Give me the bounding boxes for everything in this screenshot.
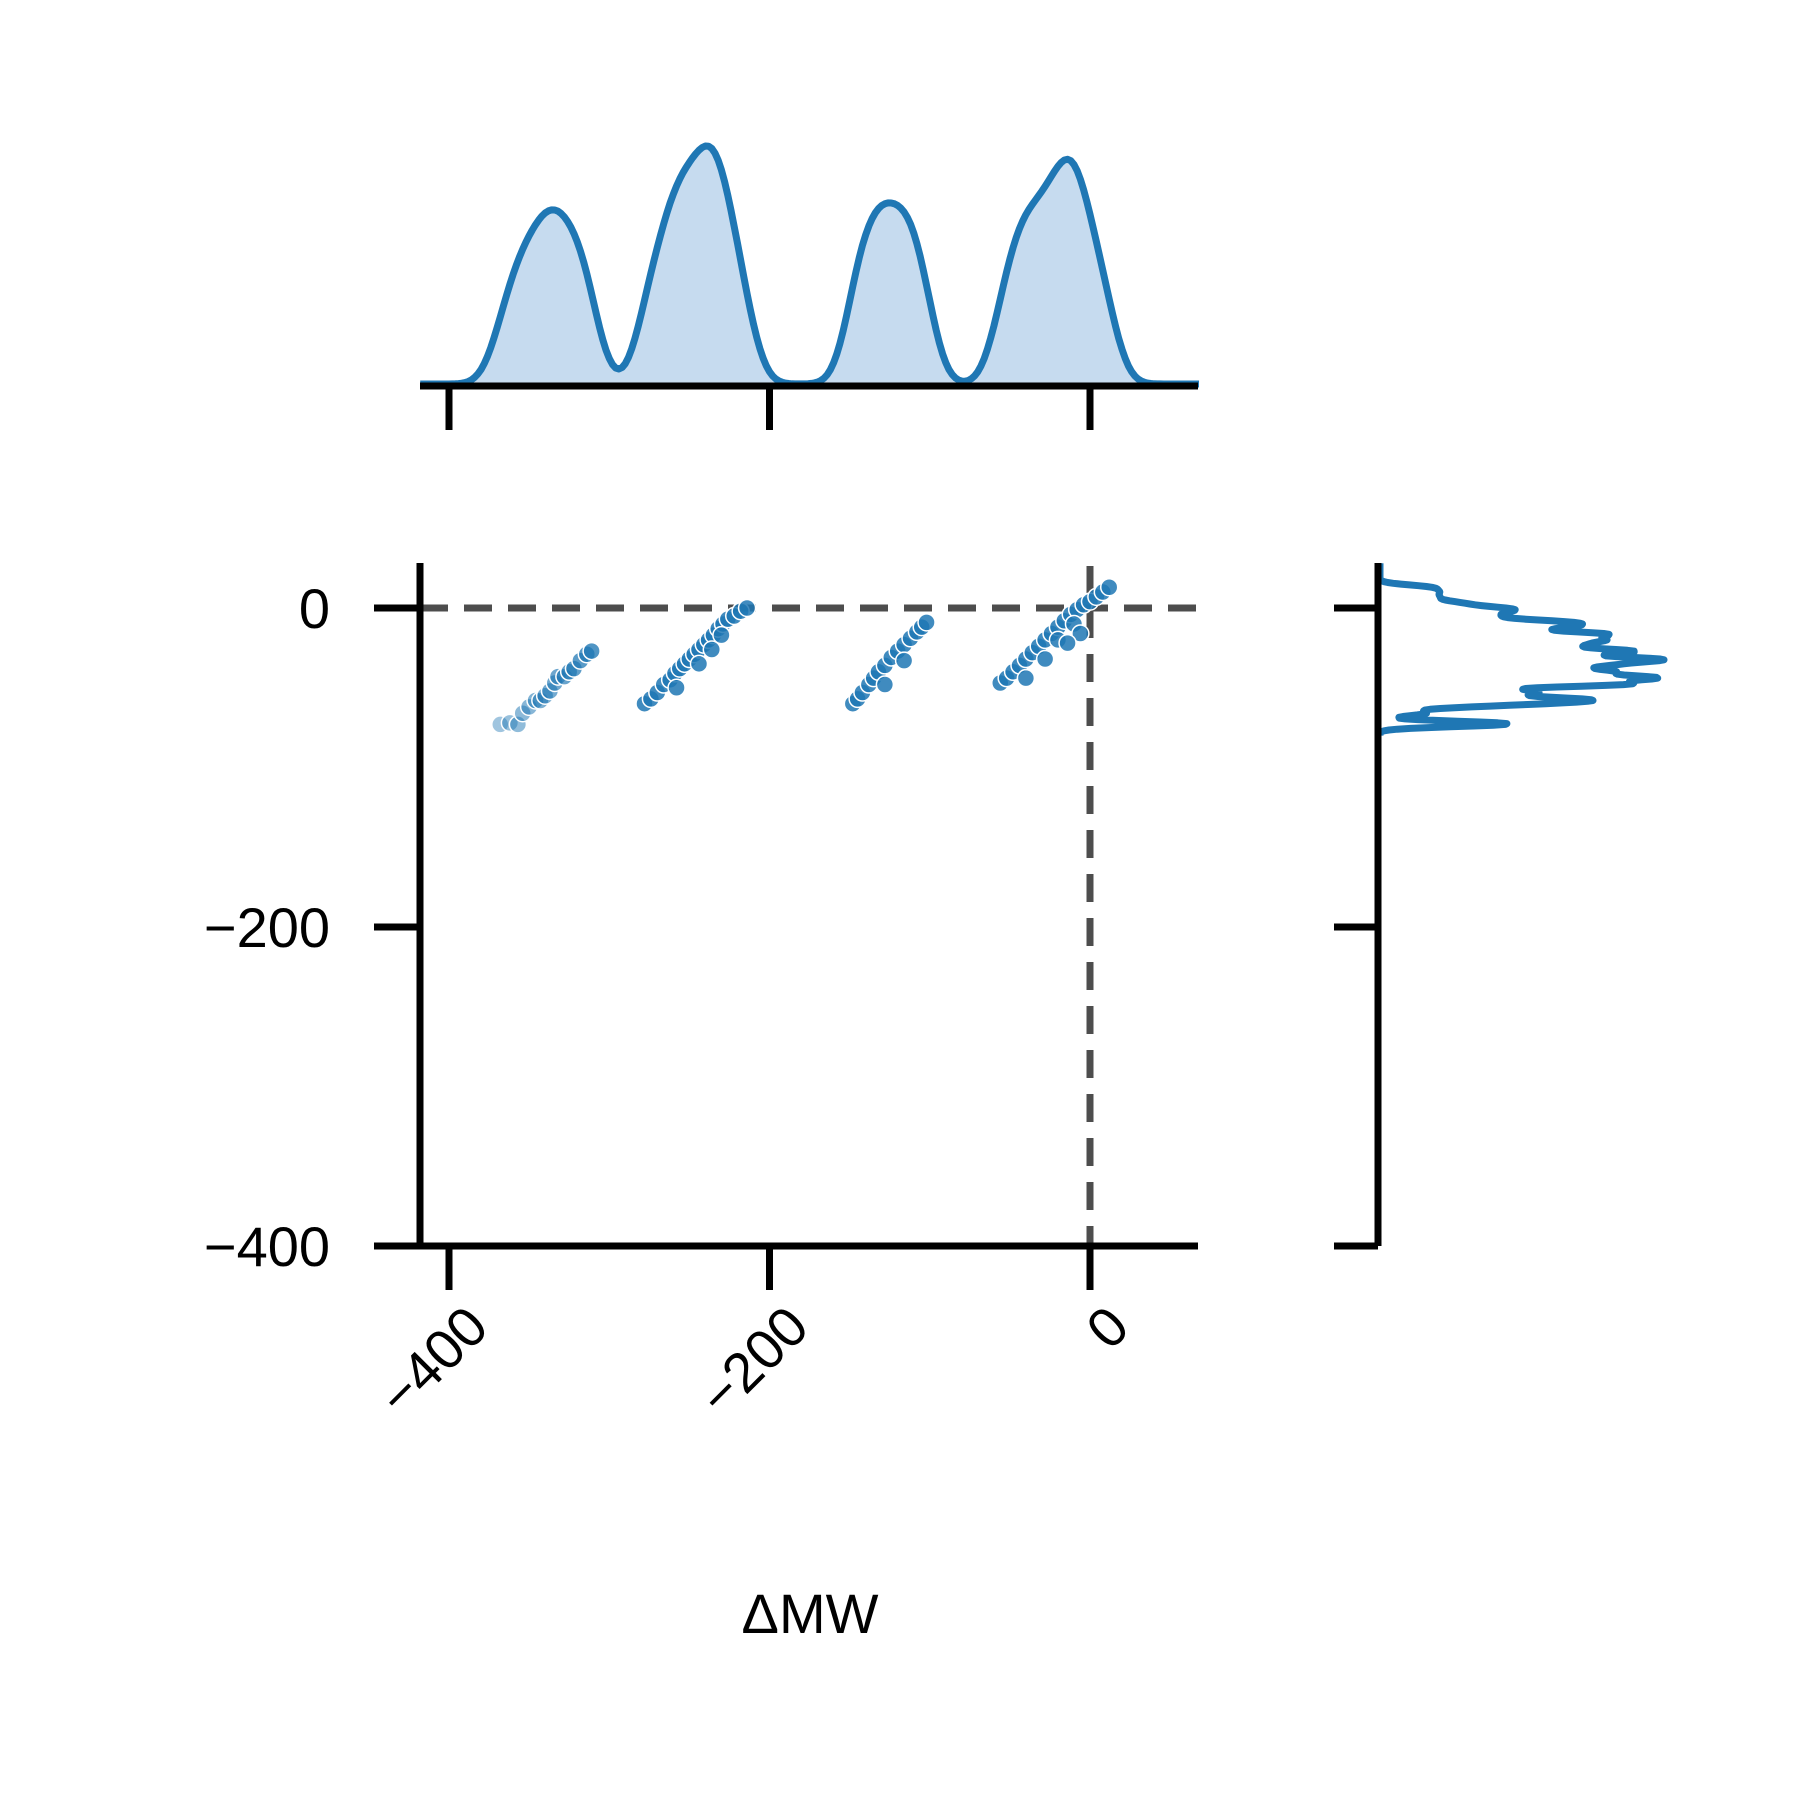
scatter-point xyxy=(689,654,709,674)
scatter-point xyxy=(702,640,722,659)
scatter-point xyxy=(712,625,731,645)
scatter-point xyxy=(667,678,686,697)
right-density-line xyxy=(1376,560,1668,739)
y-tick-label: −400 xyxy=(204,1215,330,1278)
y-tick-label: −200 xyxy=(204,896,330,959)
x-tick-label: 0 xyxy=(1074,1294,1141,1361)
y-tick-label: 0 xyxy=(299,577,330,640)
axes xyxy=(374,563,1198,1290)
scatter-point xyxy=(1099,578,1119,597)
scatter-point xyxy=(1016,668,1036,688)
x-axis-label: ΔMW xyxy=(742,1582,879,1645)
scatter-point xyxy=(1035,649,1055,669)
right-marginal-density xyxy=(1334,560,1668,1250)
x-tick-label: −200 xyxy=(686,1294,820,1428)
scatter-points xyxy=(491,578,1119,734)
scatter-point xyxy=(1071,624,1090,643)
scatter-point xyxy=(894,651,914,670)
scatter-point xyxy=(917,613,936,632)
scatter-point xyxy=(1058,633,1077,653)
tick-labels: 0 −200 −400 −400 −200 0 xyxy=(204,577,1141,1428)
top-density-fill xyxy=(420,146,1199,384)
top-marginal-density xyxy=(419,142,1200,430)
reference-lines xyxy=(420,566,1198,1246)
scatter-point xyxy=(582,641,601,661)
scatter-point xyxy=(875,675,895,694)
x-tick-label: −400 xyxy=(366,1294,500,1428)
scatter-point xyxy=(737,598,757,618)
